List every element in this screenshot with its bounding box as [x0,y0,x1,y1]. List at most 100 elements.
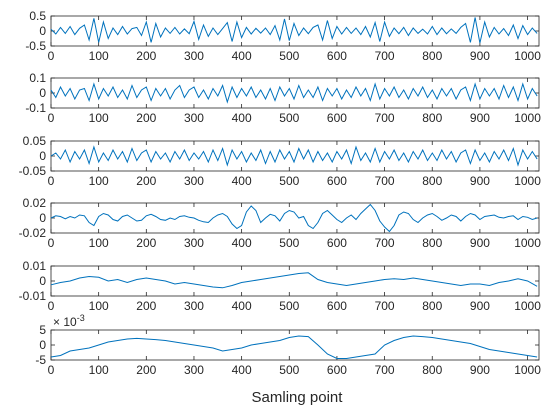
x-tick-label: 300 [184,299,204,313]
x-tick-label: 1000 [514,49,541,63]
x-axis-label: Samling point [252,389,344,406]
x-tick-label: 200 [136,174,156,188]
y-tick-label: 0 [39,24,46,38]
signal-line [50,272,538,289]
x-tick-label: 700 [375,236,395,250]
x-tick-label: 1000 [514,111,541,125]
subplot-4: 0.020-0.020 100 200 300 400 500 600 700 800 900 10… [19,196,542,250]
subplot-3: 0.050-0.050 100 200 300 400 500 600 700 800 900 10… [19,134,542,188]
x-tick-label: 300 [184,111,204,125]
x-tick-label: 400 [232,49,252,63]
x-tick-label: 900 [470,363,490,377]
y-tick-label: 0 [39,149,46,163]
x-tick-label: 200 [136,363,156,377]
signal-line [50,17,538,44]
x-tick-label: 900 [470,174,490,188]
x-tick-label: 100 [89,111,109,125]
x-tick-label: 0 [48,174,55,188]
x-tick-label: 0 [48,49,55,63]
x-tick-label: 400 [232,299,252,313]
x-tick-label: 300 [184,363,204,377]
y-tick-label: 5 [39,323,46,337]
x-tick-label: 100 [89,363,109,377]
x-tick-label: 700 [375,363,395,377]
x-tick-label: 900 [470,236,490,250]
signal-line [50,82,538,104]
x-tick-label: 200 [136,49,156,63]
x-tick-label: 800 [422,111,442,125]
x-tick-label: 0 [48,299,55,313]
x-tick-label: 0 [48,111,55,125]
signal-line [50,145,538,167]
x-tick-label: 400 [232,174,252,188]
x-tick-label: 300 [184,174,204,188]
y-tick-label: 0.1 [29,71,46,85]
x-tick-label: 500 [279,174,299,188]
subplot-2: 0.10-0.10 100 200 300 400 500 600 700 800 900 1000 [25,71,541,125]
y-tick-label: 0 [39,338,46,352]
subplot-5: 0.010-0.010 100 200 300 400 500 600 700 800 900 10… [19,259,542,313]
x-tick-label: 800 [422,299,442,313]
x-tick-label: 800 [422,174,442,188]
x-tick-label: 300 [184,236,204,250]
x-tick-label: 700 [375,174,395,188]
y-tick-label: -0.05 [19,164,47,178]
x-tick-label: 900 [470,49,490,63]
y-tick-label: -0.01 [19,289,47,303]
x-tick-label: 800 [422,236,442,250]
y-tick-label: 0 [39,274,46,288]
x-tick-label: 1000 [514,236,541,250]
y-tick-label: -0.5 [25,39,46,53]
x-tick-label: 500 [279,299,299,313]
y-tick-label: 0 [39,211,46,225]
x-tick-label: 100 [89,299,109,313]
y-tick-label: 0.02 [23,196,47,210]
y-tick-label: -5 [35,353,46,367]
x-tick-label: 0 [48,363,55,377]
x-tick-label: 0 [48,236,55,250]
x-tick-label: 500 [279,363,299,377]
x-tick-label: 700 [375,49,395,63]
y-tick-label: 0.05 [23,134,47,148]
y-tick-label: 0 [39,86,46,100]
x-tick-label: 200 [136,111,156,125]
x-tick-label: 800 [422,363,442,377]
y-tick-label: 0.01 [23,259,47,273]
subplot-6: 50-50 100 200 300 400 500 600 700 800 900 1000× 10… [35,313,541,377]
x-tick-label: 600 [327,363,347,377]
y-tick-label: 0.5 [29,9,46,23]
x-tick-label: 1000 [514,174,541,188]
x-tick-label: 100 [89,174,109,188]
x-tick-label: 400 [232,363,252,377]
x-tick-label: 900 [470,299,490,313]
x-tick-label: 1000 [514,299,541,313]
x-tick-label: 800 [422,49,442,63]
x-tick-label: 300 [184,49,204,63]
x-tick-label: 600 [327,111,347,125]
x-tick-label: 200 [136,236,156,250]
x-tick-label: 400 [232,236,252,250]
subplot-1: 0.50-0.50 100 200 300 400 500 600 700 800 900 1000 [25,9,541,63]
x-tick-label: 200 [136,299,156,313]
x-tick-label: 1000 [514,363,541,377]
y-scale-exponent: -3 [77,313,85,323]
x-tick-label: 400 [232,111,252,125]
x-tick-label: 500 [279,49,299,63]
signal-line [50,335,538,359]
signal-line [50,203,538,233]
x-tick-label: 500 [279,236,299,250]
x-tick-label: 100 [89,49,109,63]
x-tick-label: 600 [327,236,347,250]
subplot-panels: 0.50-0.50 100 200 300 400 500 600 700 800 900 1000… [19,9,542,377]
x-tick-label: 500 [279,111,299,125]
x-tick-label: 600 [327,174,347,188]
y-tick-label: -0.1 [25,101,46,115]
x-tick-label: 900 [470,111,490,125]
x-tick-label: 600 [327,49,347,63]
x-tick-label: 700 [375,299,395,313]
x-tick-label: 600 [327,299,347,313]
x-tick-label: 100 [89,236,109,250]
y-tick-label: -0.02 [19,226,47,240]
